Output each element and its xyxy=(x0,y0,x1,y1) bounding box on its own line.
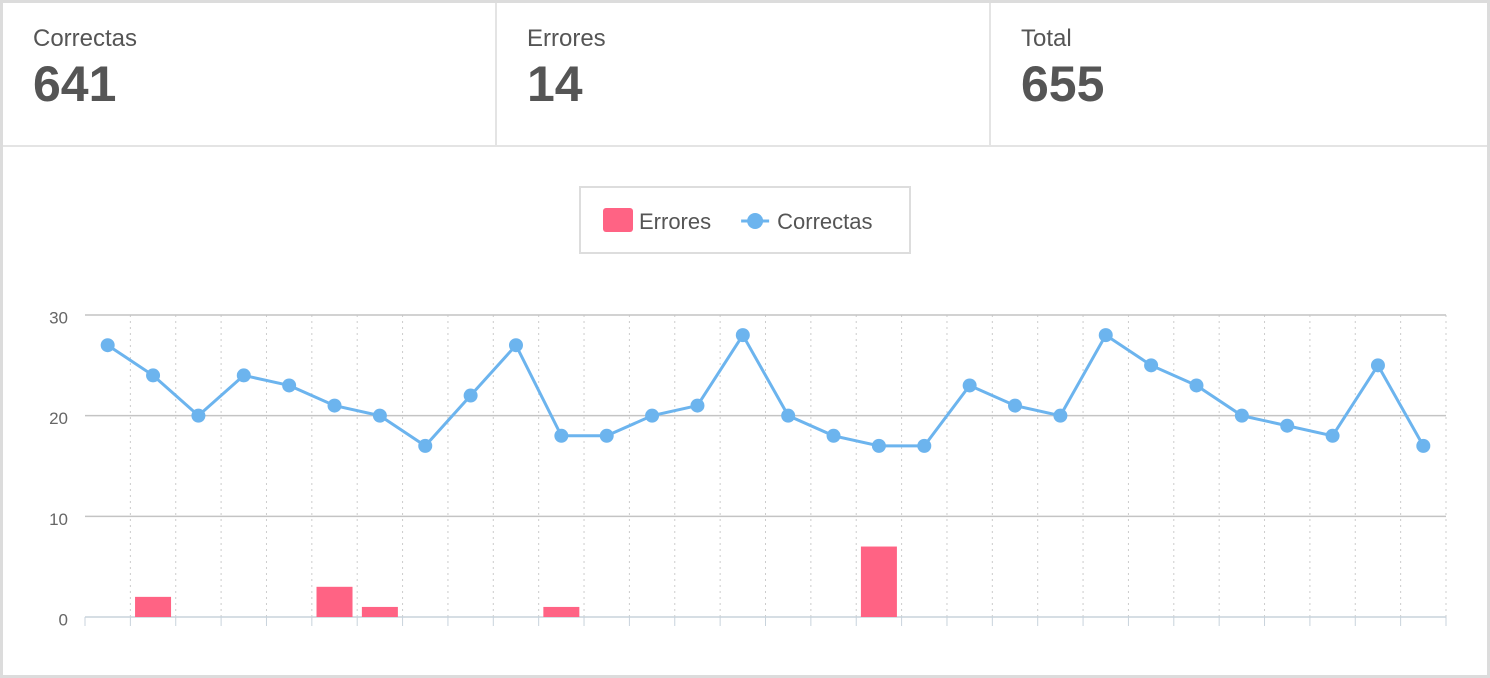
legend-box xyxy=(579,186,911,254)
point xyxy=(1280,418,1295,433)
stat-label: Errores xyxy=(527,25,606,52)
point xyxy=(1370,358,1385,373)
point xyxy=(599,428,614,443)
point xyxy=(282,378,297,393)
point xyxy=(735,328,750,343)
point xyxy=(146,368,161,383)
point xyxy=(418,438,433,453)
y-tick-label: 0 xyxy=(59,610,68,629)
stat-label: Correctas xyxy=(33,25,138,52)
legend-label: Correctas xyxy=(777,209,872,234)
point xyxy=(1234,408,1249,423)
bar xyxy=(361,606,398,617)
point xyxy=(917,438,932,453)
y-tick-label: 10 xyxy=(49,510,68,529)
point xyxy=(1008,398,1023,413)
stat-card: Correctas 641 xyxy=(3,3,497,145)
point xyxy=(645,408,660,423)
point xyxy=(327,398,342,413)
y-tick-label: 30 xyxy=(49,308,68,327)
bar xyxy=(543,606,580,617)
point xyxy=(1053,408,1068,423)
point xyxy=(463,388,478,403)
point xyxy=(236,368,251,383)
legend-label: Errores xyxy=(639,209,711,234)
point xyxy=(1189,378,1204,393)
point xyxy=(826,428,841,443)
stat-label: Total xyxy=(1021,25,1072,52)
point xyxy=(871,438,886,453)
point xyxy=(962,378,977,393)
stat-card: Total 655 xyxy=(991,3,1485,145)
point xyxy=(372,408,387,423)
line xyxy=(106,332,1425,448)
point xyxy=(100,338,115,353)
point xyxy=(1098,328,1113,343)
point xyxy=(508,338,523,353)
stat-value: 14 xyxy=(527,56,583,112)
point xyxy=(1325,428,1340,443)
legend-swatch xyxy=(603,208,633,232)
point xyxy=(1416,438,1431,453)
y-tick-label: 20 xyxy=(49,409,68,428)
stat-cards: Correctas 641 Errores 14 Total 655 xyxy=(3,3,1487,147)
point xyxy=(690,398,705,413)
point xyxy=(554,428,569,443)
legend-swatch xyxy=(747,213,764,229)
stat-value: 655 xyxy=(1021,56,1105,112)
bar xyxy=(860,546,897,617)
bar xyxy=(316,586,353,617)
stat-card: Errores 14 xyxy=(497,3,991,145)
point xyxy=(191,408,206,423)
point xyxy=(1144,358,1159,373)
stat-value: 641 xyxy=(33,56,117,112)
point xyxy=(781,408,796,423)
bar xyxy=(135,596,172,617)
